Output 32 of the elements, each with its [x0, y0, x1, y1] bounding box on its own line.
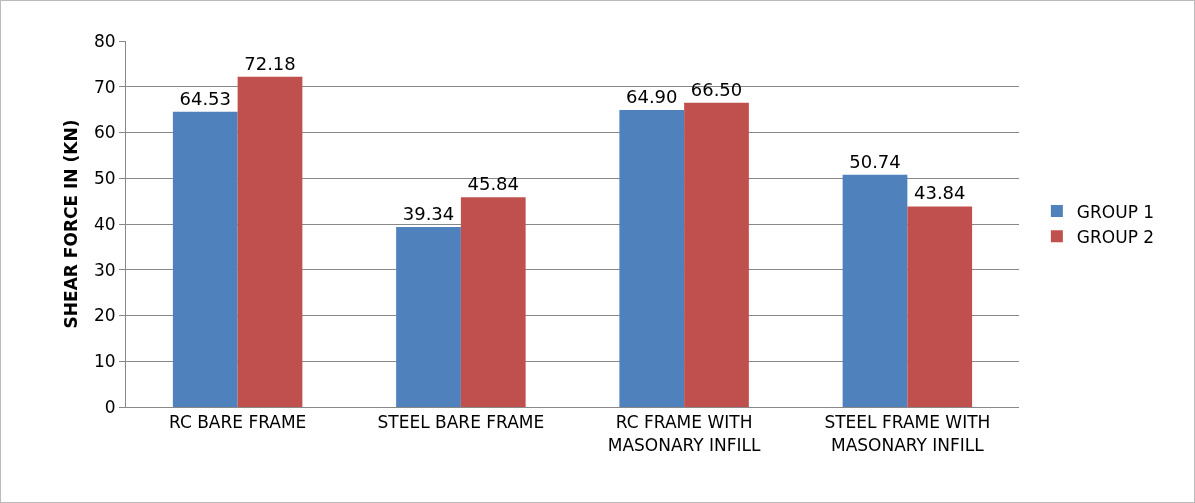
- bar: [460, 197, 526, 407]
- y-tick-label: 20: [93, 305, 116, 326]
- data-label: 50.74: [849, 150, 901, 172]
- y-tick-label: 30: [93, 259, 116, 280]
- x-tick-label: RC FRAME WITH MASONARY INFILL: [607, 412, 762, 455]
- x-tick-label: RC BARE FRAME: [168, 412, 307, 433]
- y-tick-label: 70: [93, 76, 116, 97]
- legend-label: GROUP 1: [1076, 201, 1155, 222]
- y-tick-label: 50: [93, 168, 116, 189]
- bar: [396, 227, 461, 407]
- y-axis-title: SHEAR FORCE IN (KN): [60, 119, 81, 329]
- x-tick-label: STEEL FRAME WITH MASONARY INFILL: [824, 412, 991, 455]
- data-label: 45.84: [467, 173, 520, 195]
- data-label: 64.90: [625, 86, 678, 108]
- y-tick-label: 10: [93, 351, 116, 372]
- data-label: 66.50: [690, 78, 743, 100]
- y-tick-label: 80: [93, 30, 116, 51]
- data-label: 72.18: [244, 52, 296, 74]
- bar: [172, 111, 238, 407]
- bar: [907, 206, 973, 407]
- bar: [619, 110, 685, 407]
- bar: [237, 76, 303, 407]
- legend-label: GROUP 2: [1076, 226, 1155, 247]
- bar: [684, 102, 749, 407]
- y-tick-label: 60: [93, 122, 116, 143]
- y-tick-label: 0: [104, 396, 116, 417]
- data-label: 39.34: [402, 203, 455, 225]
- data-label: 43.84: [913, 182, 966, 204]
- x-tick-label: STEEL BARE FRAME: [377, 412, 545, 433]
- y-tick-label: 40: [93, 213, 116, 234]
- bar: [842, 174, 908, 407]
- data-label: 64.53: [179, 87, 232, 109]
